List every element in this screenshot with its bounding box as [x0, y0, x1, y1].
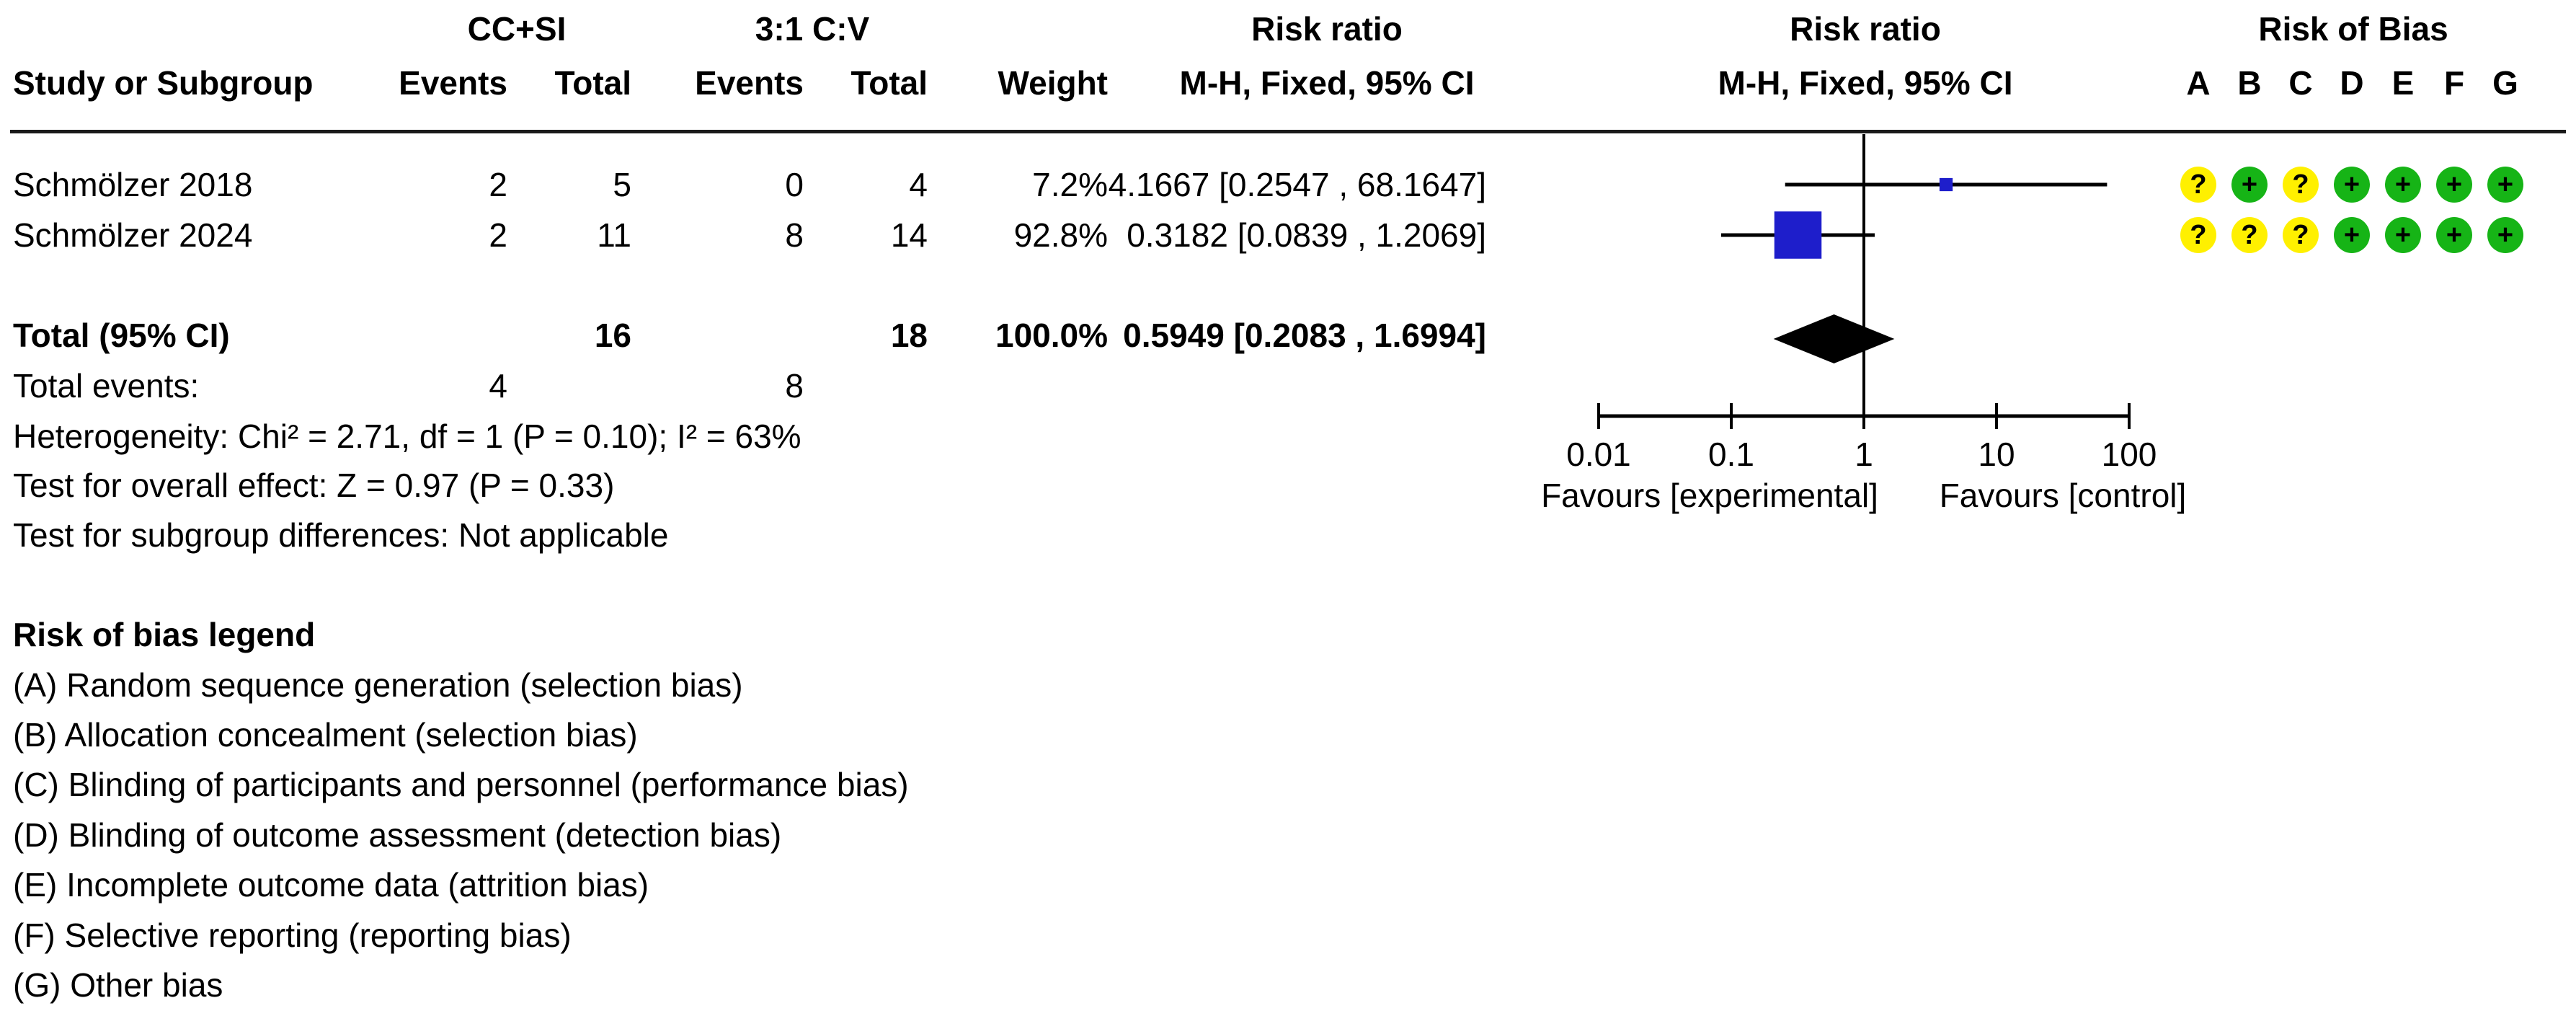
axis-tick-label: 10	[1978, 436, 2015, 473]
effect-marker	[1774, 211, 1822, 259]
rob-letter-c: C	[2288, 64, 2313, 102]
rob-legend-item: (B) Allocation concealment (selection bi…	[13, 716, 638, 754]
rob-circle: +	[2334, 217, 2370, 253]
rob-circle: ?	[2180, 217, 2216, 253]
col-study-header: Study or Subgroup	[13, 64, 314, 102]
forest-plot	[1597, 134, 2131, 429]
study-label: Schmölzer 2024	[13, 216, 253, 254]
rob-legend-item: (G) Other bias	[13, 966, 223, 1004]
mh-fixed-header-text: M-H, Fixed, 95% CI	[1179, 64, 1475, 102]
events2-value: 8	[785, 216, 804, 254]
rob-letter-g: G	[2492, 64, 2518, 102]
favours-right-label: Favours [control]	[1939, 477, 2187, 514]
weight-sum: 100.0%	[995, 317, 1108, 354]
total-label: Total (95% CI)	[13, 317, 230, 354]
total-events2: 8	[785, 367, 804, 405]
total1-value: 11	[597, 216, 631, 254]
total-events1: 4	[489, 367, 507, 405]
rob-legend-item: (E) Incomplete outcome data (attrition b…	[13, 866, 649, 904]
total1-sum: 16	[594, 317, 631, 354]
col-total2-header: Total	[850, 64, 928, 102]
risk-ratio-title-plot: Risk ratio	[1790, 10, 1941, 48]
header-divider	[10, 130, 2566, 133]
rob-circle: +	[2231, 167, 2268, 203]
rob-circle: +	[2487, 217, 2523, 253]
pooled-diamond	[1773, 314, 1895, 363]
rob-legend-item: (F) Selective reporting (reporting bias)	[13, 917, 572, 954]
rob-letter-b: B	[2237, 64, 2262, 102]
rob-letter-a: A	[2186, 64, 2211, 102]
risk-of-bias-title: Risk of Bias	[2258, 10, 2448, 48]
axis-tick-label: 100	[2101, 436, 2157, 473]
total1-value: 5	[613, 166, 631, 203]
group1-title: CC+SI	[467, 10, 567, 48]
rob-circle: ?	[2180, 167, 2216, 203]
ci-text: 0.3182 [0.0839 , 1.2069]	[1127, 216, 1486, 254]
ci-text: 4.1667 [0.2547 , 68.1647]	[1108, 166, 1486, 203]
total-events-label: Total events:	[13, 367, 200, 405]
events2-value: 0	[785, 166, 804, 203]
col-events2-header: Events	[695, 64, 804, 102]
col-weight-header: Weight	[998, 64, 1108, 102]
total2-value: 14	[890, 216, 928, 254]
rob-letter-d: D	[2340, 64, 2364, 102]
events1-value: 2	[489, 166, 507, 203]
overall-effect-text: Test for overall effect: Z = 0.97 (P = 0…	[13, 467, 615, 504]
rob-letter-f: F	[2443, 64, 2465, 102]
weight-value: 7.2%	[1032, 166, 1108, 203]
rob-circle: +	[2436, 167, 2472, 203]
favours-left-label: Favours [experimental]	[1541, 477, 1878, 514]
rob-circle: ?	[2283, 217, 2319, 253]
rob-letter-e: E	[2391, 64, 2415, 102]
rob-circle: +	[2487, 167, 2523, 203]
rob-circle: +	[2334, 167, 2370, 203]
rob-circle: +	[2385, 217, 2421, 253]
rob-circle: +	[2385, 167, 2421, 203]
events1-value: 2	[489, 216, 507, 254]
rob-legend-item: (D) Blinding of outcome assessment (dete…	[13, 816, 782, 854]
weight-value: 92.8%	[1013, 216, 1108, 254]
rob-legend-item: (A) Random sequence generation (selectio…	[13, 666, 743, 704]
rob-circle: ?	[2231, 217, 2268, 253]
subgroup-diff-text: Test for subgroup differences: Not appli…	[13, 516, 669, 554]
axis-tick-label: 1	[1855, 436, 1873, 473]
total2-value: 4	[909, 166, 928, 203]
col-events1-header: Events	[399, 64, 507, 102]
risk-ratio-title-text: Risk ratio	[1251, 10, 1403, 48]
total2-sum: 18	[890, 317, 928, 354]
effect-marker	[1939, 177, 1953, 192]
study-label: Schmölzer 2018	[13, 166, 253, 203]
rob-legend-title: Risk of bias legend	[13, 616, 316, 653]
mh-fixed-header-plot: M-H, Fixed, 95% CI	[1718, 64, 2013, 102]
total-ci-text: 0.5949 [0.2083 , 1.6994]	[1123, 317, 1486, 354]
rob-legend-item: (C) Blinding of participants and personn…	[13, 766, 909, 803]
col-total1-header: Total	[554, 64, 631, 102]
heterogeneity-text: Heterogeneity: Chi² = 2.71, df = 1 (P = …	[13, 418, 801, 455]
rob-circle: ?	[2283, 167, 2319, 203]
axis-tick-label: 0.1	[1708, 436, 1754, 473]
group2-title: 3:1 C:V	[755, 10, 870, 48]
axis-tick-label: 0.01	[1566, 436, 1631, 473]
rob-circle: +	[2436, 217, 2472, 253]
